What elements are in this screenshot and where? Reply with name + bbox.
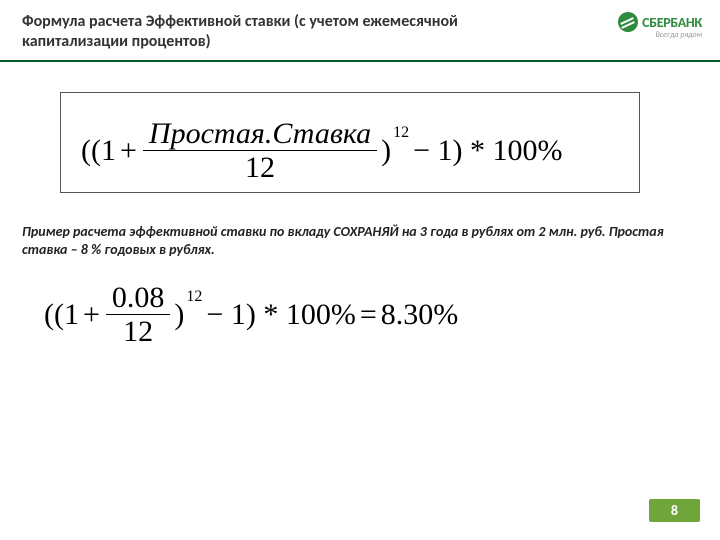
f2-denominator: 12 (117, 315, 159, 348)
f1-tail: − 1) * 100% (411, 134, 564, 168)
f2-close-paren: ) (174, 298, 184, 332)
f1-numerator: Простая.Ставка (143, 117, 377, 151)
page-number-badge: 8 (649, 499, 700, 522)
f1-close-paren: ) (381, 134, 391, 168)
f1-open: ((1 (79, 134, 118, 168)
example-description: Пример расчета эффективной ставки по вкл… (22, 223, 698, 259)
f2-numerator: 0.08 (106, 281, 171, 315)
effective-rate-formula-box: ((1 + Простая.Ставка 12 ) 12 − 1) * 100% (60, 92, 640, 193)
bank-logo: СБЕРБАНК Всегда рядом (618, 12, 702, 40)
example-formula-wrap: ((1 + 0.08 12 ) 12 − 1) * 100% = 8.30% (42, 281, 720, 348)
f2-fraction: 0.08 12 (106, 281, 171, 348)
slide-header: Формула расчета Эффективной ставки (с уч… (0, 0, 720, 60)
f2-equals: = (358, 298, 379, 332)
f2-open: ((1 (42, 298, 81, 332)
logo-tagline: Всегда рядом (655, 30, 702, 40)
example-formula: ((1 + 0.08 12 ) 12 − 1) * 100% = 8.30% (42, 281, 720, 348)
f1-fraction: Простая.Ставка 12 (143, 117, 377, 184)
f2-plus: + (81, 298, 102, 332)
effective-rate-formula: ((1 + Простая.Ставка 12 ) 12 − 1) * 100% (79, 117, 625, 184)
logo-row: СБЕРБАНК (618, 12, 702, 32)
f2-tail-left: − 1) * 100% (204, 298, 357, 332)
f1-denominator: 12 (239, 151, 281, 184)
f1-plus: + (118, 134, 139, 168)
sberbank-icon (618, 12, 638, 32)
f2-result: 8.30% (379, 298, 461, 332)
slide-title: Формула расчета Эффективной ставки (с уч… (22, 12, 522, 52)
header-divider (0, 60, 720, 62)
logo-text: СБЕРБАНК (642, 14, 702, 31)
f1-exponent: 12 (393, 124, 409, 142)
f2-exponent: 12 (186, 288, 202, 306)
